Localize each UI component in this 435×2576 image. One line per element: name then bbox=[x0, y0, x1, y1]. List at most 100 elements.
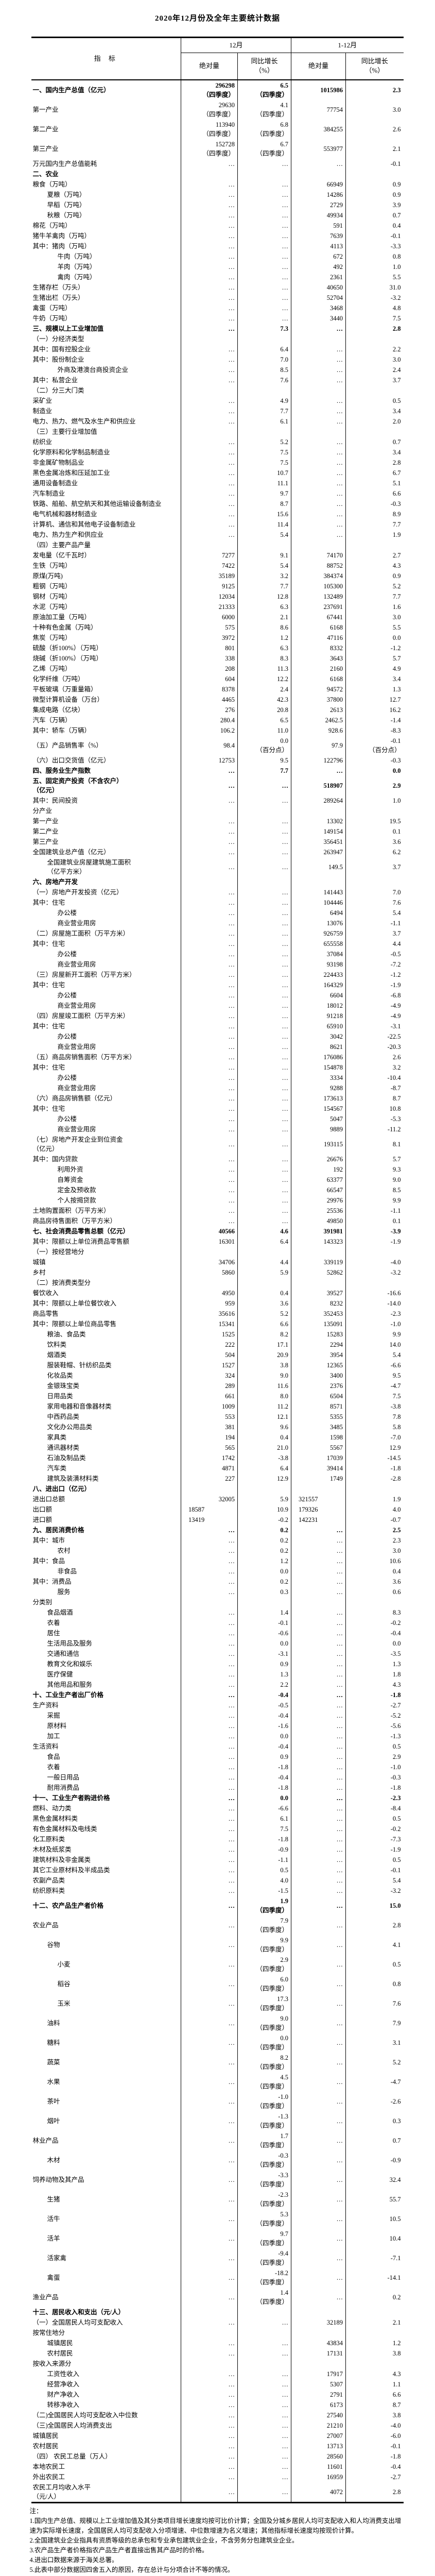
cell-value: 105300 bbox=[291, 581, 346, 591]
cell-value: 9889 bbox=[291, 1124, 346, 1134]
row-label: 生铁（万吨） bbox=[31, 560, 181, 571]
table-row: 禽肉（万吨）…… 2361 5.5 bbox=[31, 272, 403, 282]
cell-value: … bbox=[181, 846, 238, 857]
cell-value: 0.2 bbox=[237, 1524, 292, 1535]
cell-value: 29630 （四季度） bbox=[181, 99, 238, 120]
cell-value: … bbox=[181, 816, 238, 826]
table-row: 商业营业用房…… 9889 -11.2 bbox=[31, 1124, 403, 1134]
cell-value: 16.2 bbox=[389, 706, 401, 714]
row-label: 办公楼 bbox=[31, 948, 181, 959]
cell-value: … bbox=[291, 375, 346, 385]
row-label: （一）按经营地分 bbox=[31, 1246, 181, 1257]
row-label: 本地农民工 bbox=[31, 2461, 181, 2472]
cell-value: 52704 bbox=[291, 292, 346, 303]
cell-value: … bbox=[181, 1205, 238, 1216]
row-label: 进出口总额 bbox=[31, 1494, 181, 1504]
cell-value: … bbox=[237, 210, 292, 221]
cell-value: 7422 bbox=[181, 560, 238, 571]
cell-value: … bbox=[291, 1648, 346, 1659]
cell-value: -1.8 bbox=[237, 1782, 292, 1793]
table-row: （四） 农民工总量（万人）…… 28560 -1.8 bbox=[31, 2451, 403, 2462]
cell-value: … bbox=[181, 1628, 238, 1638]
cell-value: -0.4 bbox=[237, 1689, 292, 1700]
row-label: 活牛 bbox=[31, 2209, 181, 2229]
row-label: （五）商品房销售面积（万平方米） bbox=[31, 1052, 181, 1062]
cell-value: 5.5 bbox=[392, 273, 401, 281]
cell-value: -1.9 bbox=[390, 981, 401, 989]
cell-value bbox=[181, 1483, 238, 1494]
row-label: 商业营业用房 bbox=[31, 1124, 181, 1134]
cell-value: -1.8 bbox=[390, 1464, 401, 1472]
cell-value: … bbox=[181, 2091, 238, 2111]
row-label: 夏粮（万吨） bbox=[31, 189, 181, 200]
cell-value: 5.2 bbox=[237, 436, 292, 447]
table-row: 外出农民工…… 16959 -2.7 bbox=[31, 2471, 403, 2482]
cell-value: 8.5 bbox=[392, 1186, 401, 1194]
cell-value: 7.5 bbox=[392, 314, 401, 322]
table-row: 定金及预收款…… 66547 8.5 bbox=[31, 1184, 403, 1195]
row-label: 黑色金属材料类 bbox=[31, 1813, 181, 1824]
table-row: 金银珠宝类 289 11.6 2376 -4.7 bbox=[31, 1380, 403, 1391]
cell-value: … bbox=[291, 1935, 346, 1955]
cell-value: -8.7 bbox=[390, 1084, 401, 1092]
row-label: 汽车制造业 bbox=[31, 488, 181, 499]
cell-value: … bbox=[181, 2451, 238, 2462]
cell-value: 11.2 bbox=[237, 1401, 292, 1412]
cell-value: 384255 bbox=[291, 119, 346, 139]
table-row: （一）分经济类型 bbox=[31, 333, 403, 344]
table-row: 采矿业… 4.9… 0.5 bbox=[31, 395, 403, 406]
cell-value: … bbox=[181, 1700, 238, 1710]
row-label: 非金属矿物制品业 bbox=[31, 457, 181, 468]
row-label: 办公楼 bbox=[31, 907, 181, 918]
table-row: 生猪出栏（万头）…… 52704 -3.2 bbox=[31, 292, 403, 303]
table-row: 十二、农产品生产者价格… 1.9 （四季度）… 15.0 bbox=[31, 1895, 403, 1916]
cell-value: 6.3 bbox=[237, 601, 292, 612]
cell-value: … bbox=[237, 2482, 292, 2502]
cell-value: 7.6 bbox=[237, 375, 292, 385]
cell-value: … bbox=[181, 2013, 238, 2033]
cell-value: 0.1 bbox=[392, 1217, 401, 1225]
table-row: （五）产品销售率（%） 98.4 0.0 （百分点） 97.9 -0.1 （百分点） bbox=[31, 735, 403, 755]
cell-value bbox=[346, 806, 404, 816]
cell-value: 35189 bbox=[181, 570, 238, 581]
cell-value: 504 bbox=[181, 1349, 238, 1360]
cell-value bbox=[237, 876, 292, 887]
row-label: 粮油、食品类 bbox=[31, 1329, 181, 1340]
table-row: 六、房地产开发 bbox=[31, 876, 403, 887]
row-label: 十一、工业生产者购进价格 bbox=[31, 1792, 181, 1803]
cell-value: 0.9 bbox=[237, 1658, 292, 1669]
row-label: 进口额 bbox=[31, 1514, 181, 1525]
cell-value: … bbox=[181, 364, 238, 375]
table-row: （六）商品房销售额（亿元）…… 173613 8.7 bbox=[31, 1093, 403, 1104]
table-row: 羊肉（万吨）…… 492 1.0 bbox=[31, 261, 403, 272]
cell-value: 12365 bbox=[291, 1360, 346, 1370]
cell-value: 1009 bbox=[181, 1401, 238, 1412]
cell-value: -4.0 bbox=[390, 1258, 401, 1266]
cell-value: … bbox=[181, 1679, 238, 1690]
row-label: 硫酸（折100%）（万吨） bbox=[31, 642, 181, 653]
row-label: 其他用品和服务 bbox=[31, 1679, 181, 1690]
table-row: 生活资料… -0.4… 0.5 bbox=[31, 1741, 403, 1752]
cell-value: … bbox=[291, 2287, 346, 2307]
cell-value bbox=[291, 385, 346, 396]
table-row: 自筹资金…… 63377 9.0 bbox=[31, 1174, 403, 1185]
table-row: 城镇居民…… 43834 1.2 bbox=[31, 2337, 403, 2348]
cell-value: 2.8 bbox=[392, 325, 401, 332]
table-row: （一）房地产开发投资（亿元）…… 141443 7.0 bbox=[31, 887, 403, 897]
table-row: 硫酸（折100%）（万吨） 801 6.3 8332 -1.2 bbox=[31, 642, 403, 653]
row-label: 其中：消费品 bbox=[31, 1576, 181, 1587]
cell-value: … bbox=[181, 1195, 238, 1206]
cell-value: 1.6 bbox=[392, 603, 401, 611]
cell-value: … bbox=[181, 230, 238, 241]
cell-value: 1598 bbox=[291, 1432, 346, 1443]
table-row: 水泥（万吨） 21333 6.3 237691 1.6 bbox=[31, 601, 403, 612]
cell-value: … bbox=[291, 1710, 346, 1721]
cell-value bbox=[237, 168, 292, 179]
cell-value: … bbox=[237, 2461, 292, 2472]
table-row: 第二产业 113940 （四季度） 6.8 （四季度） 384255 2.6 bbox=[31, 119, 403, 139]
cell-value: … bbox=[237, 158, 292, 169]
cell-value: 3.1 bbox=[392, 2039, 401, 2046]
cell-value: 2462.5 bbox=[291, 715, 346, 725]
cell-value: 7277 bbox=[181, 550, 238, 561]
cell-value: … bbox=[181, 251, 238, 262]
